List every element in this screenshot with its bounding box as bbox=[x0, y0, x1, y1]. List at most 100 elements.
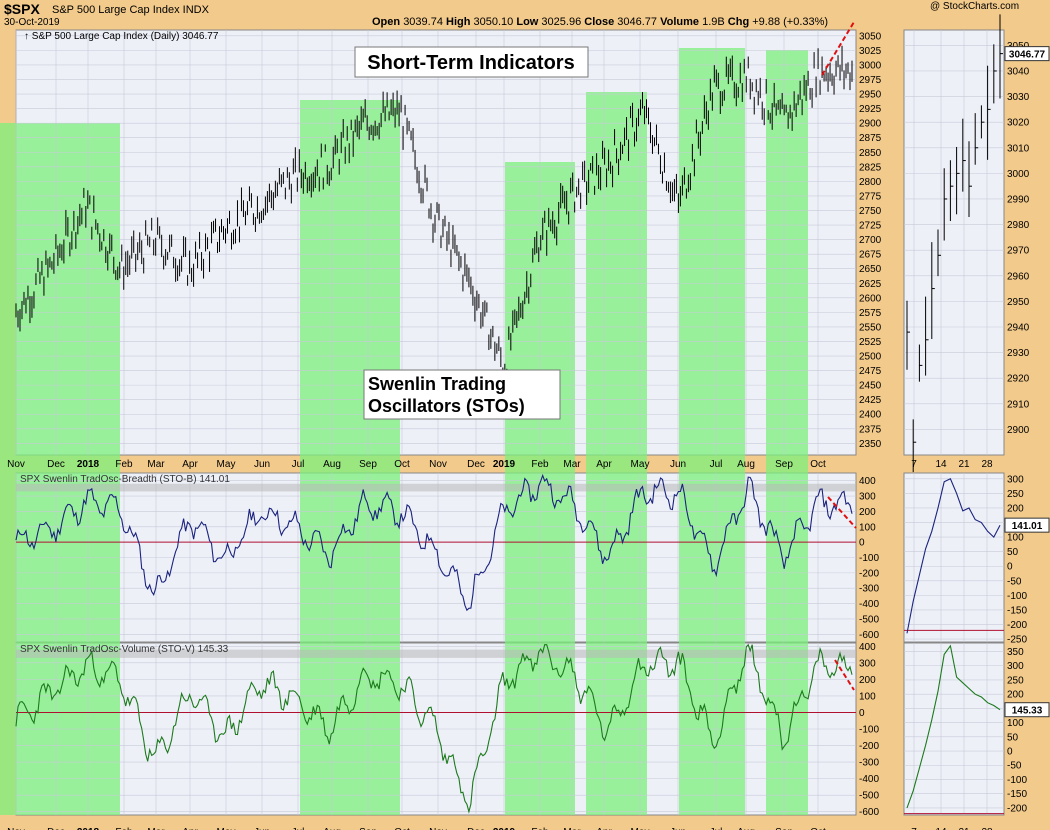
y-tick-label: 2850 bbox=[859, 148, 882, 159]
short-term-callout-box bbox=[354, 46, 589, 78]
x-tick-label: Nov bbox=[429, 827, 447, 830]
x-tick-label: 2018 bbox=[77, 459, 100, 470]
overbought-band bbox=[16, 483, 856, 492]
x-tick-label: 2019 bbox=[493, 459, 516, 470]
x-tick-label: Dec bbox=[47, 827, 65, 830]
x-tick-label: May bbox=[631, 827, 650, 830]
x-tick-label: Feb bbox=[531, 827, 549, 830]
x-tick-label: Dec bbox=[467, 459, 485, 470]
x-tick-label: Dec bbox=[467, 827, 485, 830]
x-tick-label: Sep bbox=[359, 459, 377, 470]
y-tick-label: 2625 bbox=[859, 279, 882, 290]
x-tick-label: Oct bbox=[810, 459, 826, 470]
x-tick-label: Nov bbox=[7, 459, 25, 470]
y-tick-label: -500 bbox=[859, 614, 879, 625]
y-tick-label: 2975 bbox=[859, 75, 882, 86]
last-value-label: 141.01 bbox=[1012, 521, 1043, 532]
mini-y-tick-label: 2910 bbox=[1007, 399, 1030, 410]
y-tick-label: -600 bbox=[859, 807, 879, 818]
mini-y-tick-label: 2940 bbox=[1007, 322, 1030, 333]
x-tick-label: Nov bbox=[7, 827, 25, 830]
mini-y-tick-label: -50 bbox=[1007, 761, 1022, 772]
y-tick-label: 2400 bbox=[859, 410, 882, 421]
x-tick-label: Jul bbox=[710, 459, 723, 470]
x-tick-label: Jul bbox=[292, 459, 305, 470]
y-tick-label: 2375 bbox=[859, 424, 882, 435]
y-tick-label: 2450 bbox=[859, 381, 882, 392]
mini-panel-1 bbox=[903, 472, 1005, 643]
y-tick-label: 2875 bbox=[859, 133, 882, 144]
last-value-label: 145.33 bbox=[1012, 706, 1043, 717]
highlight-period-4 bbox=[679, 48, 745, 815]
mini-stov-line bbox=[906, 644, 1001, 809]
mini-y-tick-label: 50 bbox=[1007, 547, 1019, 558]
last-value-label: 3046.77 bbox=[1009, 50, 1046, 61]
x-tick-label: Apr bbox=[182, 827, 198, 830]
mini-y-tick-label: 350 bbox=[1007, 647, 1024, 658]
y-tick-label: 2525 bbox=[859, 337, 882, 348]
quote-line: Open 3039.74 High 3050.10 Low 3025.96 Cl… bbox=[372, 16, 828, 28]
y-tick-label: 3025 bbox=[859, 46, 882, 57]
x-tick-label: Oct bbox=[394, 827, 410, 830]
y-tick-label: -100 bbox=[859, 553, 879, 564]
x-tick-label: Sep bbox=[775, 459, 793, 470]
x-tick-label: May bbox=[217, 459, 236, 470]
x-tick-label: Oct bbox=[810, 827, 826, 830]
y-tick-label: 3000 bbox=[859, 60, 882, 71]
close-value: 3046.77 bbox=[617, 16, 658, 28]
mini-y-tick-label: 250 bbox=[1007, 489, 1024, 500]
mini-x-tick-label: 28 bbox=[981, 827, 993, 830]
y-tick-label: 2775 bbox=[859, 191, 882, 202]
y-tick-label: 2475 bbox=[859, 366, 882, 377]
chg-label: Chg bbox=[727, 16, 750, 28]
mini-x-tick-label: 21 bbox=[958, 827, 970, 830]
mini-y-tick-label: -100 bbox=[1007, 591, 1027, 602]
y-tick-label: 2425 bbox=[859, 395, 882, 406]
high-label: High bbox=[446, 16, 471, 28]
mini-y-tick-label: 2900 bbox=[1007, 425, 1030, 436]
mini-y-tick-label: 2920 bbox=[1007, 374, 1030, 385]
y-tick-label: 2925 bbox=[859, 104, 882, 115]
x-tick-label: Mar bbox=[563, 459, 581, 470]
sto-callout-line2: Oscillators (STOs) bbox=[368, 396, 525, 416]
y-tick-label: 400 bbox=[859, 476, 876, 487]
mini-y-tick-label: 250 bbox=[1007, 675, 1024, 686]
y-tick-label: -500 bbox=[859, 791, 879, 802]
stob-series-line bbox=[15, 473, 853, 612]
y-tick-label: -400 bbox=[859, 599, 879, 610]
y-tick-label: 2550 bbox=[859, 322, 882, 333]
mini-y-tick-label: 2990 bbox=[1007, 194, 1030, 205]
mini-y-tick-label: 2950 bbox=[1007, 297, 1030, 308]
x-tick-label: Mar bbox=[147, 827, 165, 830]
x-tick-label: May bbox=[217, 827, 236, 830]
x-tick-label: Mar bbox=[563, 827, 581, 830]
sto-callout-box bbox=[363, 369, 561, 420]
mini-x-tick-label: 28 bbox=[981, 459, 993, 470]
chg-value: +9.88 (+0.33%) bbox=[752, 16, 829, 28]
highlight-period-3 bbox=[586, 92, 647, 815]
mini-y-tick-label: -200 bbox=[1007, 803, 1027, 814]
x-tick-label: Aug bbox=[323, 827, 341, 830]
y-tick-label: 2650 bbox=[859, 264, 882, 275]
credit-text: @ StockCharts.com bbox=[930, 1, 1020, 12]
chart-date: 30-Oct-2019 bbox=[4, 17, 60, 28]
low-value: 3025.96 bbox=[541, 16, 582, 28]
x-tick-label: Jul bbox=[710, 827, 723, 830]
x-tick-label: Jun bbox=[254, 459, 270, 470]
volume-value: 1.9B bbox=[702, 16, 725, 28]
mini-y-tick-label: 3010 bbox=[1007, 143, 1030, 154]
y-tick-label: -200 bbox=[859, 568, 879, 579]
ticker-name: S&P 500 Large Cap Index INDX bbox=[52, 4, 209, 16]
x-tick-label: Oct bbox=[394, 459, 410, 470]
x-tick-label: May bbox=[631, 459, 650, 470]
mini-y-tick-label: 2930 bbox=[1007, 348, 1030, 359]
y-tick-label: 200 bbox=[859, 507, 876, 518]
close-label: Close bbox=[584, 16, 615, 28]
mini-x-tick-label: 7 bbox=[911, 459, 917, 470]
mini-y-tick-label: 3040 bbox=[1007, 66, 1030, 77]
x-tick-label: 2018 bbox=[77, 827, 100, 830]
mini-panel-2 bbox=[903, 642, 1005, 816]
y-tick-label: 200 bbox=[859, 675, 876, 686]
y-tick-label: 2950 bbox=[859, 90, 882, 101]
last-value-box bbox=[1004, 517, 1050, 533]
